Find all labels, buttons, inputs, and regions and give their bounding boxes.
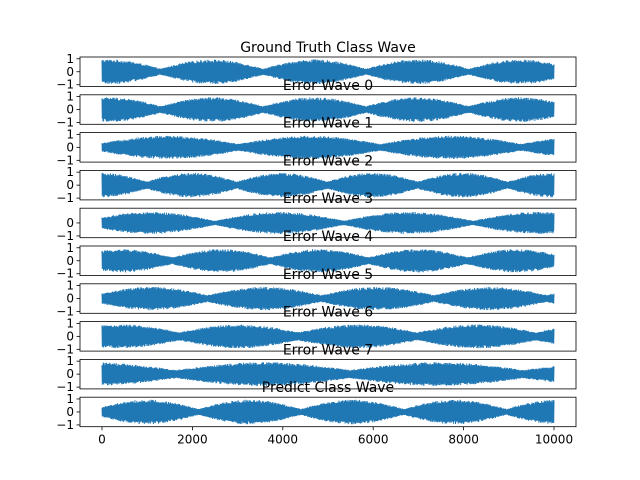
wave-line-4 [101,211,555,234]
subplot-title-0: Ground Truth Class Wave [240,40,416,56]
wave-line-3 [101,172,555,198]
ytick-label-7-0: 1 [66,316,74,330]
ytick-label-4-0: 0 [66,216,74,230]
subplot-title-1: Error Wave 0 [283,78,373,94]
ytick-label-6-1: 0 [66,292,74,306]
wave-line-7 [101,324,555,349]
subplot-3: 10−1 [56,165,577,205]
ytick-label-6-2: −1 [56,305,74,319]
ytick-label-9-1: 0 [66,405,74,419]
subplot-title-4: Error Wave 3 [283,191,373,207]
subplot-5: 10−1 [56,241,577,281]
wave-line-0 [101,59,555,85]
ytick-label-7-2: −1 [56,342,74,356]
subplot-title-6: Error Wave 5 [283,267,373,283]
subplot-7: 10−1 [56,316,577,356]
ytick-label-1-1: 0 [66,103,74,117]
ytick-label-3-1: 0 [66,178,74,192]
subplot-0: 10−1 [56,52,577,92]
ytick-label-0-0: 1 [66,52,74,66]
ytick-label-4-1: −1 [56,229,74,243]
wave-line-8 [101,362,555,387]
ytick-label-3-2: −1 [56,191,74,205]
xtick-label-1: 2000 [177,433,208,447]
ytick-label-5-2: −1 [56,267,74,281]
subplot-title-9: Predict Class Wave [262,380,394,396]
ytick-label-5-0: 1 [66,241,74,255]
xtick-label-5: 10000 [535,433,573,447]
subplot-title-5: Error Wave 4 [283,229,373,245]
subplot-title-3: Error Wave 2 [283,153,373,169]
ytick-label-8-1: 0 [66,367,74,381]
subplot-6: 10−1 [56,279,577,319]
ytick-label-1-2: −1 [56,116,74,130]
wave-line-1 [101,97,555,122]
ytick-label-2-1: 0 [66,140,74,154]
subplot-8: 10−1 [56,354,577,394]
subplot-4: 0−1 [56,207,577,243]
ytick-label-9-2: −1 [56,418,74,432]
ytick-label-0-1: 0 [66,65,74,79]
ytick-label-0-2: −1 [56,78,74,92]
wave-line-2 [101,135,555,159]
subplot-title-2: Error Wave 1 [283,116,373,132]
ytick-label-7-1: 0 [66,329,74,343]
wave-line-5 [101,249,555,273]
ytick-label-2-0: 1 [66,127,74,141]
subplot-2: 10−1 [56,127,577,167]
ytick-label-9-0: 1 [66,392,74,406]
subplot-1: 10−1 [56,90,577,130]
ytick-label-2-2: −1 [56,153,74,167]
ytick-label-8-0: 1 [66,354,74,368]
xtick-label-3: 6000 [358,433,389,447]
xtick-label-0: 0 [98,433,106,447]
ytick-label-8-2: −1 [56,380,74,394]
ytick-label-6-0: 1 [66,279,74,293]
ytick-label-5-1: 0 [66,254,74,268]
wave-line-6 [101,286,555,311]
wave-line-9 [101,399,555,425]
xtick-label-2: 4000 [268,433,299,447]
ytick-label-1-0: 1 [66,90,74,104]
subplot-title-7: Error Wave 6 [283,305,373,321]
ytick-label-3-0: 1 [66,165,74,179]
subplot-title-8: Error Wave 7 [283,342,373,358]
xtick-label-4: 8000 [448,433,479,447]
subplot-9: 10−10 2000 4000 6000 8000 10000 [56,392,577,447]
